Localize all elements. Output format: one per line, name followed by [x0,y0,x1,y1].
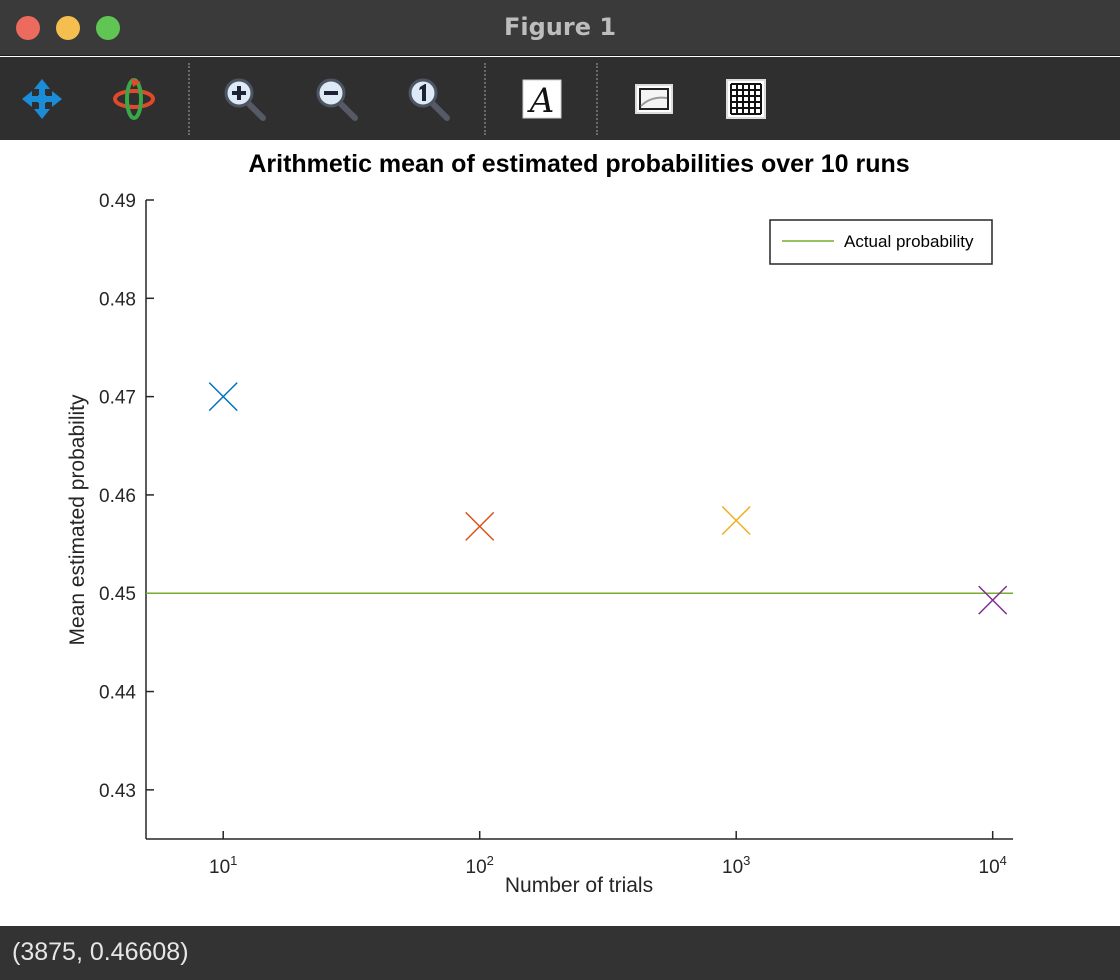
window-title: Figure 1 [503,13,617,41]
data-marks [146,382,1013,615]
insert-text-button[interactable]: A [518,75,566,123]
pan-icon [22,79,62,119]
axes-box-icon [635,84,673,114]
axes: 0.43 0.44 0.45 0.46 0.47 0.48 0.49 101 102 103 104 [99,191,1013,878]
zoom-out-button[interactable] [312,75,360,123]
insert-text-icon: A [522,79,562,121]
minimize-window-button[interactable] [56,16,80,40]
data-point-2[interactable] [465,511,495,541]
grid-icon [726,79,766,119]
pan-button[interactable] [18,75,66,123]
legend[interactable]: Actual probability [769,219,993,265]
y-axis-label: Mean estimated probability [66,394,89,645]
title-bar: Figure 1 [0,0,1120,56]
x-tick-label: 103 [722,853,750,878]
close-window-button[interactable] [16,16,40,40]
zoom-out-icon [316,78,358,121]
x-tick-label: 104 [979,853,1007,878]
x-tick-label: 101 [209,853,237,878]
chart[interactable]: Arithmetic mean of estimated probabiliti… [0,140,1120,926]
status-bar: (3875, 0.46608) [0,926,1120,980]
y-tick-label: 0.45 [99,584,136,605]
zoom-reset-icon [408,78,450,121]
grid-button[interactable] [722,75,770,123]
x-axis-label: Number of trials [505,874,653,897]
maximize-window-button[interactable] [96,16,120,40]
legend-box [769,219,993,265]
chart-title: Arithmetic mean of estimated probabiliti… [248,150,909,178]
cursor-coordinates: (3875, 0.46608) [12,938,189,966]
x-tick-label: 102 [466,853,494,878]
legend-label-actual-probability: Actual probability [844,232,974,251]
y-tick-label: 0.46 [99,486,136,507]
plot-canvas[interactable]: Arithmetic mean of estimated probabiliti… [0,140,1120,926]
data-point-4[interactable] [978,585,1008,615]
y-tick-label: 0.43 [99,781,136,802]
data-point-1[interactable] [208,382,238,412]
figure-toolbar: A [0,57,1120,140]
y-tick-label: 0.47 [99,388,136,409]
y-tick-label: 0.44 [99,683,136,704]
toolbar-separator [188,63,190,135]
toolbar-separator [484,63,486,135]
zoom-in-button[interactable] [220,75,268,123]
toolbar-separator [596,63,598,135]
zoom-in-icon [224,78,266,121]
zoom-reset-button[interactable] [404,75,452,123]
y-tick-label: 0.48 [99,289,136,310]
data-point-3[interactable] [721,505,751,536]
rotate-icon [113,78,155,120]
svg-text:A: A [527,81,555,121]
axes-box-button[interactable] [630,75,678,123]
y-tick-label: 0.49 [99,191,136,212]
rotate-button[interactable] [110,75,158,123]
